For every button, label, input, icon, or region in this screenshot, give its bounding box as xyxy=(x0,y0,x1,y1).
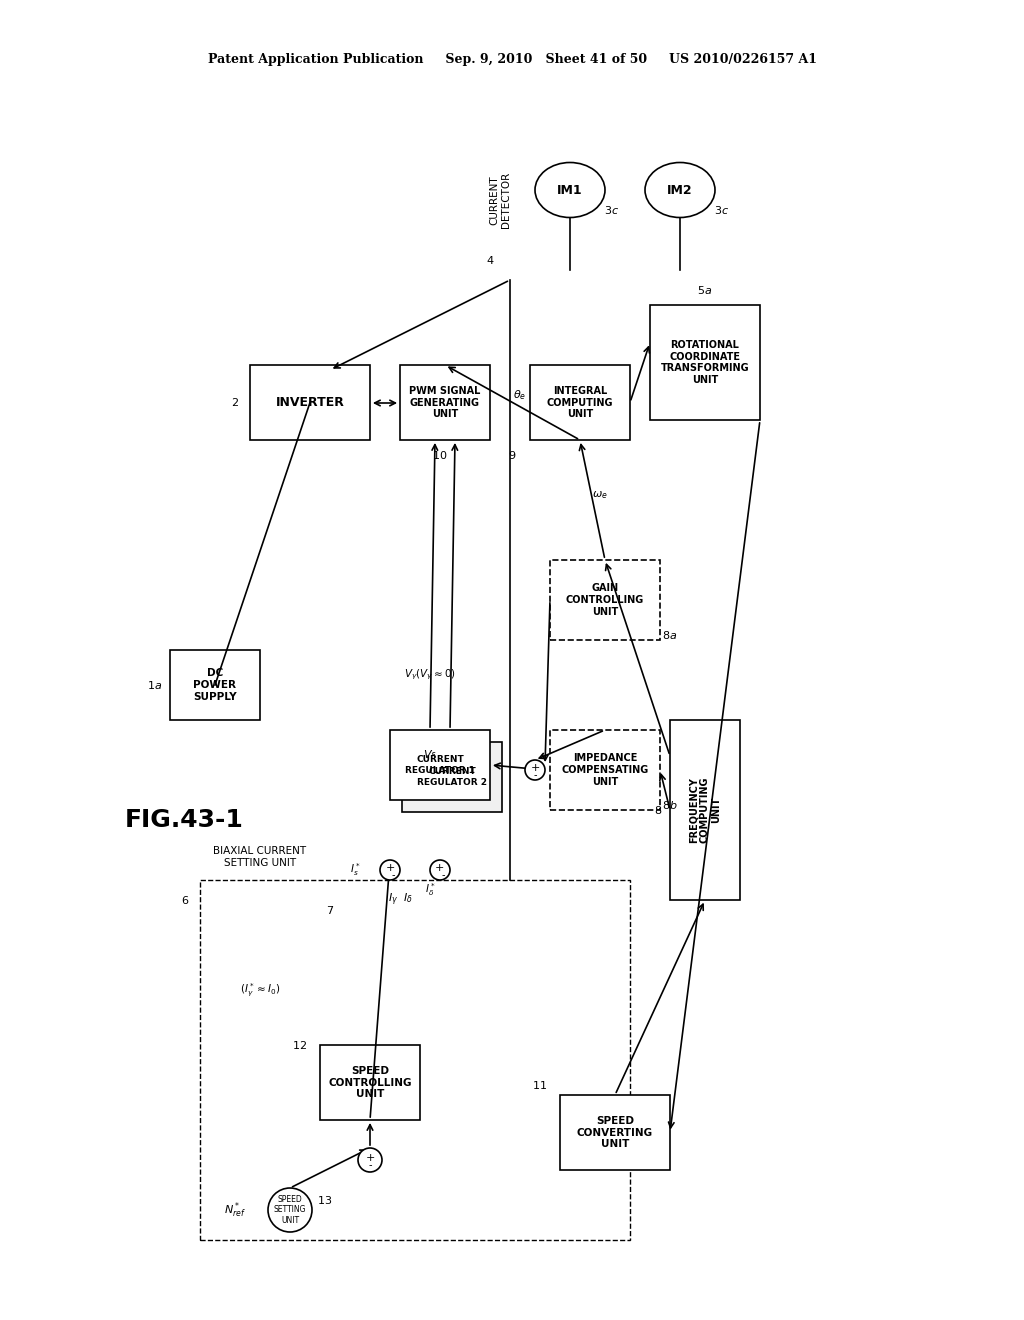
Text: $\mathit{3c}$: $\mathit{3c}$ xyxy=(715,205,729,216)
Circle shape xyxy=(525,760,545,780)
Text: $\mathit{3c}$: $\mathit{3c}$ xyxy=(604,205,620,216)
Text: $\mathit{8a}$: $\mathit{8a}$ xyxy=(663,630,678,642)
Text: $N_{ref}^*$: $N_{ref}^*$ xyxy=(224,1200,246,1220)
Text: $\mathit{4}$: $\mathit{4}$ xyxy=(485,253,495,267)
Text: DC
POWER
SUPPLY: DC POWER SUPPLY xyxy=(194,668,237,702)
Circle shape xyxy=(430,861,450,880)
Text: CURRENT
REGULATOR 2: CURRENT REGULATOR 2 xyxy=(417,767,487,787)
Text: -: - xyxy=(369,1160,372,1170)
Text: PWM SIGNAL
GENERATING
UNIT: PWM SIGNAL GENERATING UNIT xyxy=(410,385,480,420)
FancyBboxPatch shape xyxy=(402,742,502,812)
FancyBboxPatch shape xyxy=(530,366,630,440)
Text: GAIN
CONTROLLING
UNIT: GAIN CONTROLLING UNIT xyxy=(566,583,644,616)
FancyBboxPatch shape xyxy=(390,730,490,800)
Text: INVERTER: INVERTER xyxy=(275,396,344,409)
Text: $V_\gamma(V_\gamma \approx 0)$: $V_\gamma(V_\gamma \approx 0)$ xyxy=(404,668,456,682)
Text: $I_\gamma$  $I_\delta$: $I_\gamma$ $I_\delta$ xyxy=(387,892,413,908)
Text: $\omega_e$: $\omega_e$ xyxy=(592,490,608,500)
Text: $\mathit{8}$: $\mathit{8}$ xyxy=(654,804,663,816)
Circle shape xyxy=(358,1148,382,1172)
Text: $\mathit{6}$: $\mathit{6}$ xyxy=(181,894,189,906)
Text: IMPEDANCE
COMPENSATING
UNIT: IMPEDANCE COMPENSATING UNIT xyxy=(561,754,648,787)
FancyBboxPatch shape xyxy=(170,649,260,719)
Text: SPEED
CONVERTING
UNIT: SPEED CONVERTING UNIT xyxy=(577,1115,653,1150)
Text: SPEED
CONTROLLING
UNIT: SPEED CONTROLLING UNIT xyxy=(329,1067,412,1100)
Circle shape xyxy=(268,1188,312,1232)
Text: IM2: IM2 xyxy=(668,183,693,197)
FancyBboxPatch shape xyxy=(670,719,740,900)
Text: -: - xyxy=(391,870,394,880)
Text: +: + xyxy=(385,863,394,873)
FancyBboxPatch shape xyxy=(319,1045,420,1119)
Text: $\theta_e$: $\theta_e$ xyxy=(513,388,526,401)
FancyBboxPatch shape xyxy=(250,366,370,440)
Text: $V_\delta$: $V_\delta$ xyxy=(423,748,437,762)
Text: $\mathit{2}$: $\mathit{2}$ xyxy=(231,396,239,408)
Text: +: + xyxy=(434,863,443,873)
Text: -: - xyxy=(441,870,444,880)
Text: $\mathit{9}$: $\mathit{9}$ xyxy=(508,449,516,461)
Text: CURRENT
DETECTOR: CURRENT DETECTOR xyxy=(489,172,511,228)
Text: $I_\delta^*$: $I_\delta^*$ xyxy=(425,882,435,899)
Text: -: - xyxy=(534,770,537,780)
Text: $I_s^*$: $I_s^*$ xyxy=(349,862,360,878)
Text: $\mathit{5a}$: $\mathit{5a}$ xyxy=(697,284,713,296)
FancyBboxPatch shape xyxy=(550,560,660,640)
Text: $\mathit{13}$: $\mathit{13}$ xyxy=(317,1195,333,1206)
Text: $\mathit{11}$: $\mathit{11}$ xyxy=(532,1078,548,1092)
Text: FIG.43-1: FIG.43-1 xyxy=(125,808,244,832)
FancyBboxPatch shape xyxy=(400,366,490,440)
Text: INTEGRAL
COMPUTING
UNIT: INTEGRAL COMPUTING UNIT xyxy=(547,385,613,420)
FancyBboxPatch shape xyxy=(550,730,660,810)
Text: $\mathit{8b}$: $\mathit{8b}$ xyxy=(663,799,678,810)
Ellipse shape xyxy=(645,162,715,218)
Text: BIAXIAL CURRENT
SETTING UNIT: BIAXIAL CURRENT SETTING UNIT xyxy=(213,846,306,869)
Text: $\mathit{12}$: $\mathit{12}$ xyxy=(293,1039,307,1051)
Text: $\mathit{10}$: $\mathit{10}$ xyxy=(432,449,447,461)
Text: Patent Application Publication     Sep. 9, 2010   Sheet 41 of 50     US 2010/022: Patent Application Publication Sep. 9, 2… xyxy=(208,54,816,66)
Text: SPEED
SETTING
UNIT: SPEED SETTING UNIT xyxy=(273,1195,306,1225)
Text: +: + xyxy=(366,1152,375,1163)
FancyBboxPatch shape xyxy=(560,1096,670,1170)
Text: FREQUENCY
COMPUTING
UNIT: FREQUENCY COMPUTING UNIT xyxy=(688,776,722,843)
Text: +: + xyxy=(530,763,540,774)
Circle shape xyxy=(380,861,400,880)
Ellipse shape xyxy=(535,162,605,218)
Text: $\mathit{7}$: $\mathit{7}$ xyxy=(326,904,334,916)
FancyBboxPatch shape xyxy=(650,305,760,420)
Text: $\mathit{1a}$: $\mathit{1a}$ xyxy=(147,678,163,690)
Text: $(I_\gamma^* \approx I_0)$: $(I_\gamma^* \approx I_0)$ xyxy=(240,981,281,999)
Text: IM1: IM1 xyxy=(557,183,583,197)
Text: ROTATIONAL
COORDINATE
TRANSFORMING
UNIT: ROTATIONAL COORDINATE TRANSFORMING UNIT xyxy=(660,341,750,385)
Text: CURRENT
REGULATOR 1: CURRENT REGULATOR 1 xyxy=(406,755,475,775)
